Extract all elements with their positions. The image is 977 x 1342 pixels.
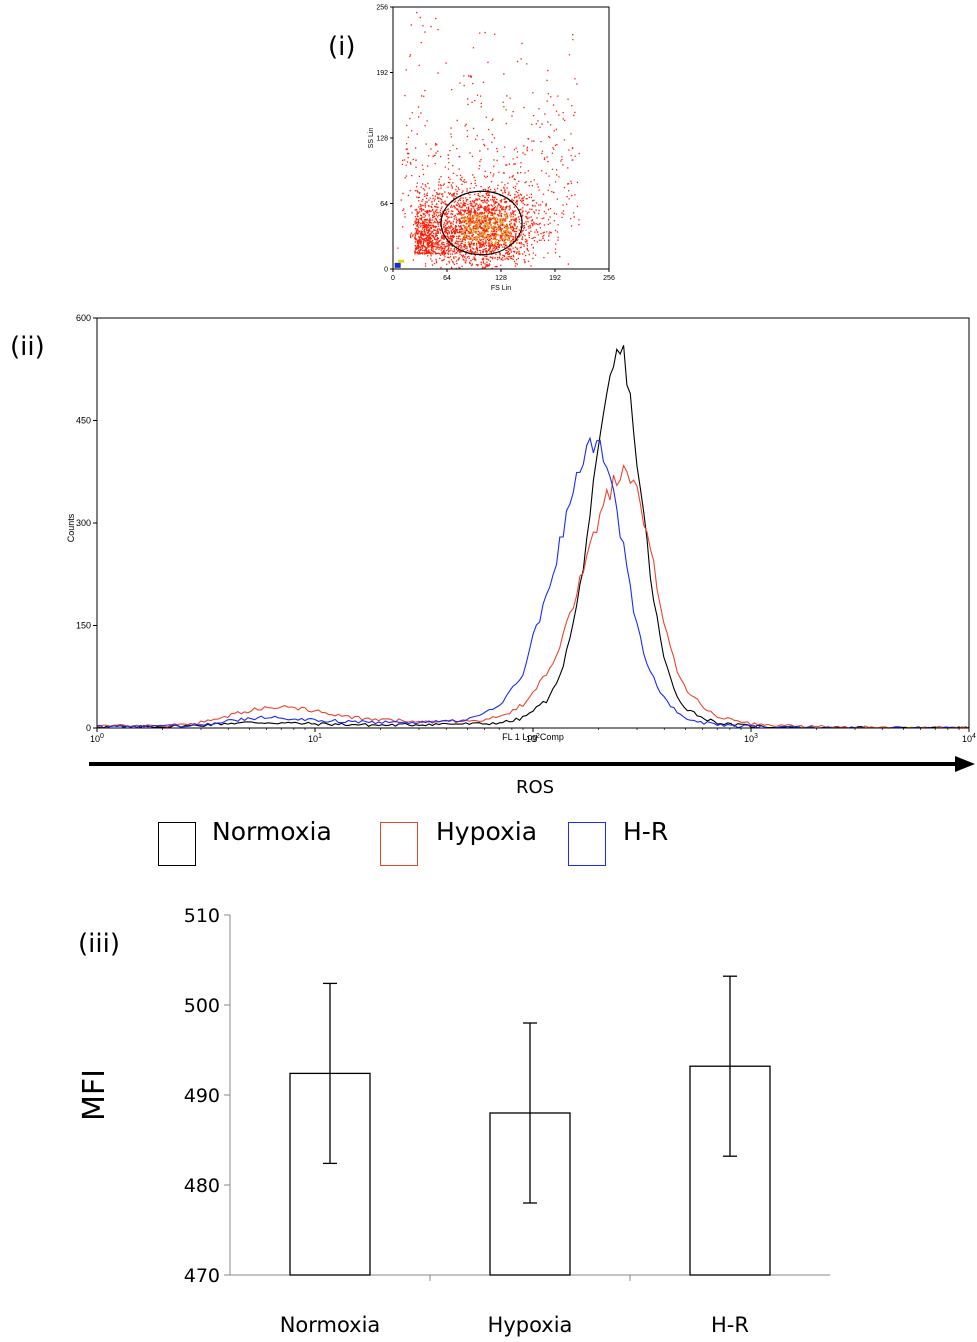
scatter-plot: 0 64 128 192 256 0 64 128 192 256 FS Lin SS Lin (368, 5, 615, 293)
scatter-x-ticks: 0 64 128 192 256 (391, 269, 615, 282)
scatter-x-tick-label: 0 (391, 275, 395, 282)
scatter-xlabel: FS Lin (491, 285, 511, 292)
legend-label-hr: H-R (623, 817, 669, 846)
histogram-y-tick-label: 600 (76, 313, 91, 323)
bar-category-label: H-R (711, 1313, 749, 1337)
scatter-y-tick-label: 0 (384, 267, 388, 274)
scatter-x-tick-label: 128 (495, 275, 507, 282)
histogram-x-tick-label: 103 (744, 733, 758, 744)
panel-label-i: (i) (328, 32, 356, 62)
scatter-y-tick-label: 192 (376, 70, 388, 77)
legend-swatch-normoxia (158, 822, 196, 866)
bar-y-tick-label: 480 (184, 1175, 220, 1197)
histogram-x-tick-label: 100 (90, 733, 104, 744)
histogram-x-tick-label: 101 (308, 733, 322, 744)
bar-y-tick-label: 500 (184, 995, 220, 1017)
scatter-y-tick-label: 256 (376, 5, 388, 12)
scatter-ylabel: SS Lin (368, 128, 375, 149)
scatter-origin-cluster (394, 262, 401, 268)
ros-label: ROS (516, 777, 555, 798)
scatter-origin-cluster-core (398, 259, 405, 263)
bar-category-label: Normoxia (280, 1313, 381, 1337)
bar-chart: 470 480 490 500 510 Normoxia Hypoxia H-R MFI (77, 905, 830, 1337)
bar-bars (289, 975, 771, 1281)
histogram-y-tick-label: 150 (76, 621, 91, 631)
histogram-y-tick-label: 0 (86, 723, 91, 733)
scatter-x-tick-label: 192 (549, 275, 561, 282)
bar-y-tick-label: 470 (184, 1265, 220, 1287)
scatter-x-tick-label: 256 (603, 275, 615, 282)
histogram-series (96, 345, 970, 729)
scatter-x-tick-label: 64 (443, 275, 451, 282)
histogram-ylabel: Counts (66, 513, 76, 542)
bar-y-tick-label: 490 (184, 1085, 220, 1107)
bar-category-label: Hypoxia (488, 1313, 573, 1337)
bar-ylabel: MFI (77, 1069, 112, 1121)
panel-label-iii: (iii) (78, 929, 120, 959)
histogram-series-normoxia (96, 345, 970, 729)
scatter-cloud (397, 11, 580, 270)
histogram-series-hypoxia (96, 463, 970, 729)
legend-swatch-hr (568, 822, 606, 866)
gate-ellipse (440, 190, 523, 256)
ros-arrow (89, 756, 975, 772)
scatter-points (394, 11, 580, 270)
scatter-dense-core (461, 213, 512, 244)
scatter-y-tick-label: 64 (380, 201, 388, 208)
histogram-y-tick-label: 300 (76, 518, 91, 528)
histogram-x-tick-label: 102 (526, 733, 540, 744)
histogram-series-h-r (96, 436, 970, 729)
bar-categories: Normoxia Hypoxia H-R (280, 1313, 749, 1337)
legend-swatch-hypoxia (380, 822, 418, 866)
histogram-x-ticks: 100 101 102 103 104 (90, 728, 976, 744)
legend-label-normoxia: Normoxia (212, 817, 332, 846)
histogram-y-tick-label: 450 (76, 416, 91, 426)
scatter-y-ticks: 0 64 128 192 256 (376, 5, 393, 274)
histogram-chart: 100 101 102 103 104 0 150 300 450 600 FL 1 Log C… (66, 313, 976, 744)
scatter-y-tick-label: 128 (376, 136, 388, 143)
histogram-frame (96, 317, 970, 729)
histogram-y-ticks: 0 150 300 450 600 (76, 313, 97, 733)
panel-label-ii: (ii) (10, 332, 45, 362)
histogram-xlabel: FL 1 Log Comp (502, 732, 564, 742)
bar-y-tick-label: 510 (184, 905, 220, 927)
histogram-x-tick-label: 104 (962, 733, 976, 744)
legend-label-hypoxia: Hypoxia (436, 817, 538, 846)
